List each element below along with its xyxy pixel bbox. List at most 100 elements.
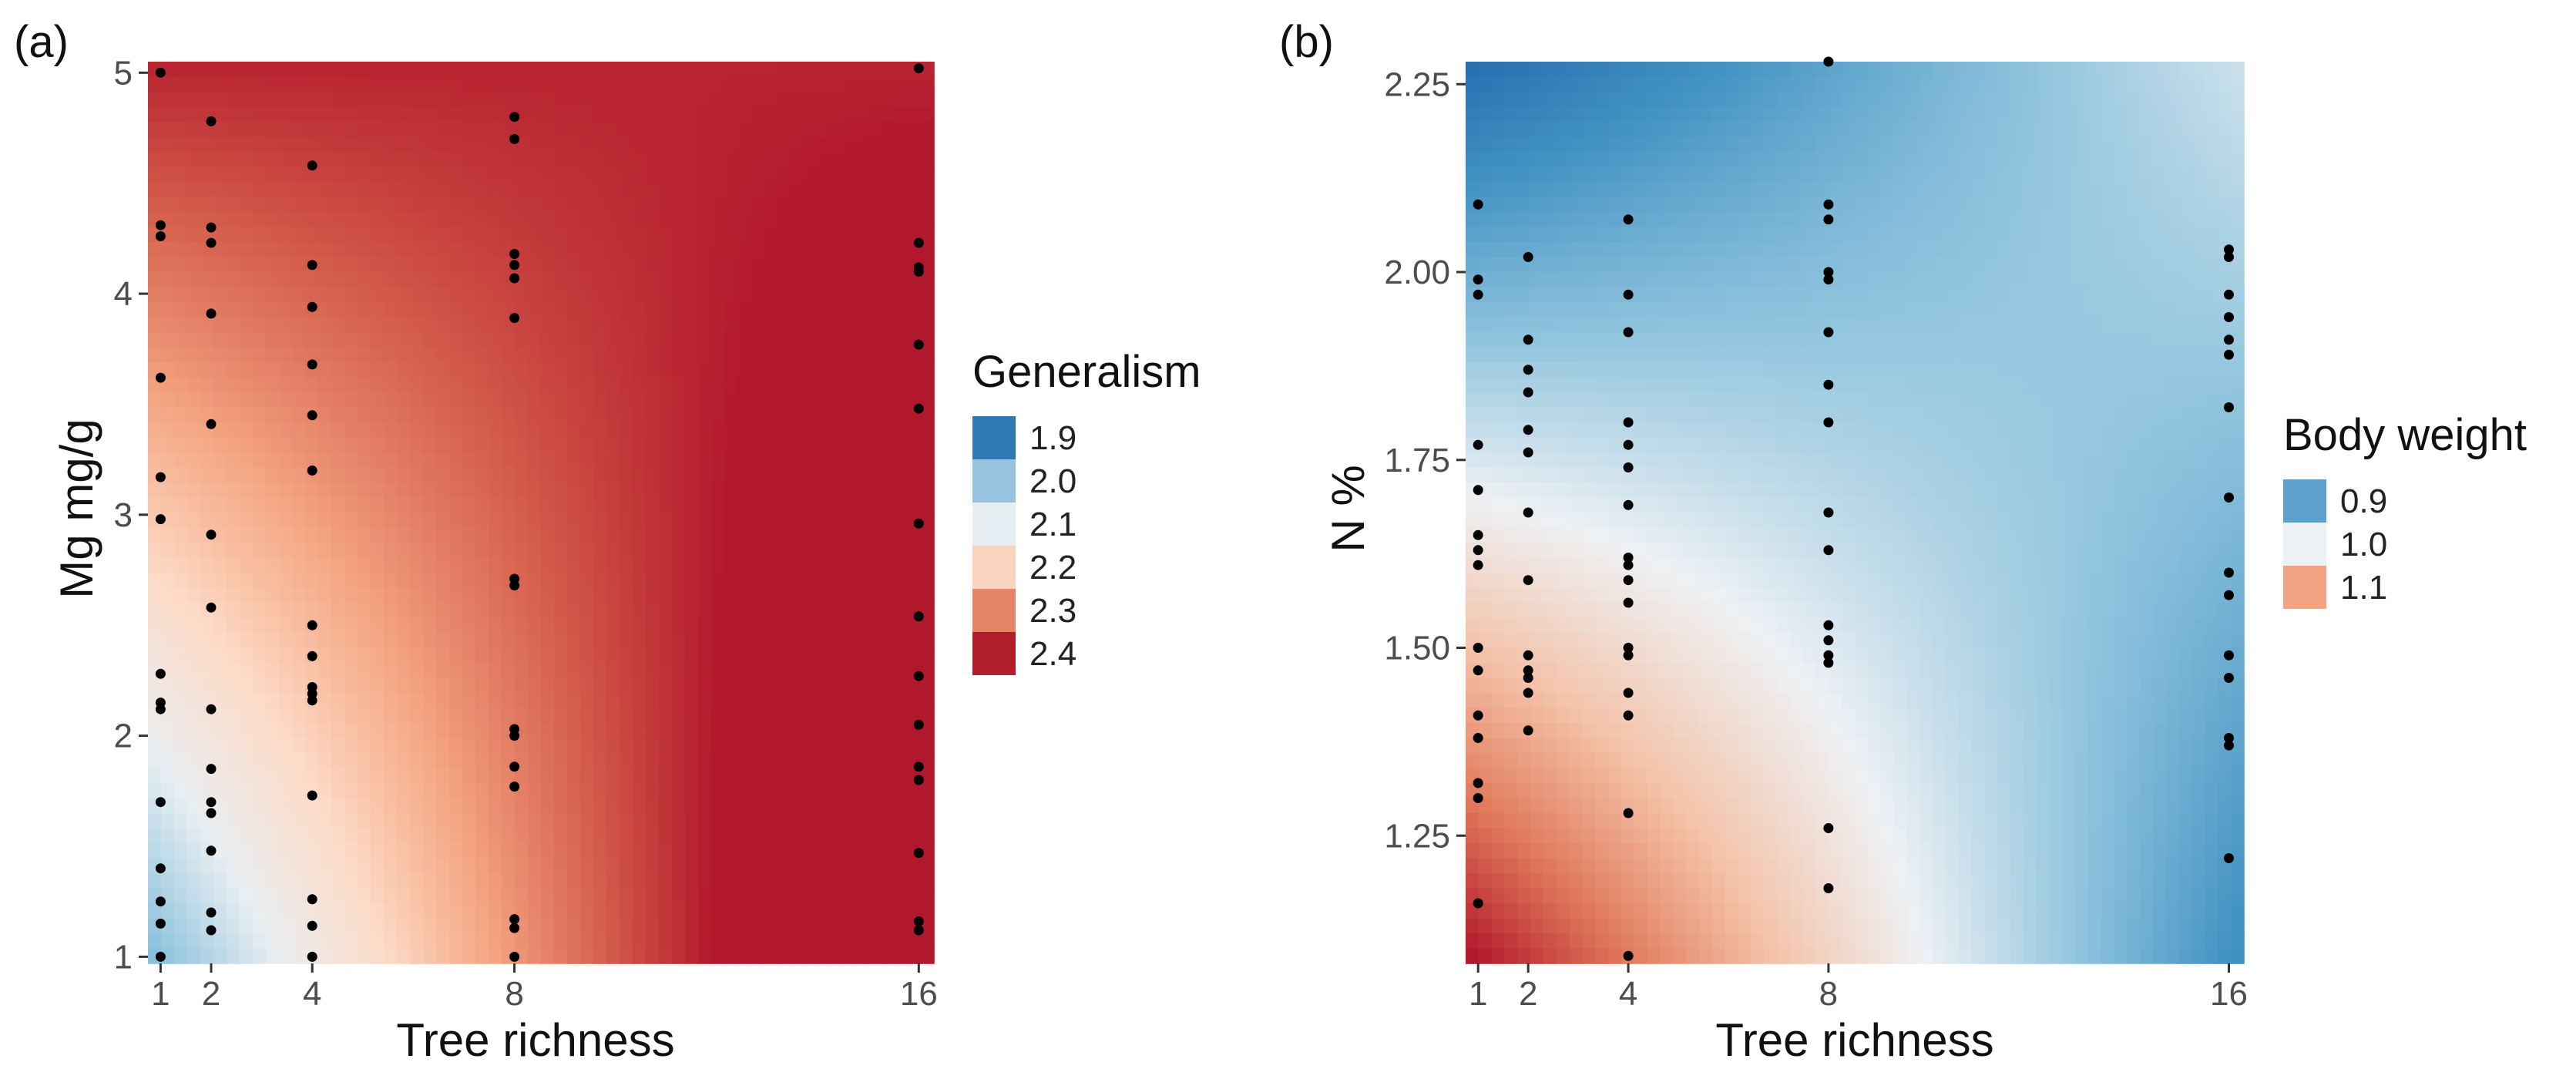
heatmap-cell bbox=[1725, 197, 1739, 213]
heatmap-cell bbox=[1543, 557, 1557, 573]
heatmap-cell bbox=[462, 452, 476, 469]
heatmap-cell bbox=[829, 302, 843, 318]
heatmap-cell bbox=[502, 828, 516, 844]
heatmap-cell bbox=[240, 753, 254, 769]
heatmap-cell bbox=[384, 918, 398, 934]
heatmap-cell bbox=[1582, 647, 1597, 664]
heatmap-cell bbox=[279, 272, 293, 288]
heatmap-cell bbox=[646, 227, 660, 243]
heatmap-cell bbox=[489, 62, 502, 78]
heatmap-cell bbox=[213, 677, 227, 694]
heatmap-cell bbox=[528, 617, 542, 634]
heatmap-cell bbox=[855, 783, 869, 799]
heatmap-cell bbox=[1582, 272, 1597, 288]
heatmap-cell bbox=[515, 122, 529, 138]
heatmap-cell bbox=[593, 166, 607, 183]
heatmap-cell bbox=[803, 873, 817, 889]
heatmap-cell bbox=[593, 437, 607, 453]
panel-a-legend-items: 1.92.02.12.22.32.4 bbox=[972, 416, 1076, 675]
heatmap-cell bbox=[1673, 257, 1687, 273]
heatmap-cell bbox=[620, 813, 633, 829]
heatmap-cell bbox=[737, 422, 751, 439]
heatmap-cell bbox=[1711, 693, 1726, 709]
heatmap-cell bbox=[803, 663, 817, 679]
heatmap-cell bbox=[266, 677, 280, 694]
heatmap-cell bbox=[1673, 708, 1687, 724]
heatmap-cell bbox=[266, 783, 280, 799]
heatmap-cell bbox=[816, 482, 830, 499]
heatmap-cell bbox=[371, 693, 385, 709]
heatmap-cell bbox=[515, 452, 529, 469]
heatmap-cell bbox=[1608, 843, 1622, 859]
heatmap-cell bbox=[331, 843, 345, 859]
heatmap-cell bbox=[292, 677, 306, 694]
heatmap-cell bbox=[1569, 106, 1584, 123]
heatmap-cell bbox=[318, 543, 332, 559]
heatmap-cell bbox=[423, 497, 437, 513]
heatmap-cell bbox=[620, 377, 633, 393]
data-point bbox=[206, 797, 217, 808]
heatmap-cell bbox=[764, 543, 778, 559]
heatmap-cell bbox=[1478, 753, 1493, 769]
heatmap-cell bbox=[724, 212, 738, 228]
heatmap-cell bbox=[790, 693, 804, 709]
heatmap-cell bbox=[829, 197, 843, 213]
heatmap-cell bbox=[1699, 708, 1713, 724]
heatmap-cell bbox=[646, 467, 660, 483]
heatmap-cell bbox=[410, 392, 424, 408]
heatmap-cell bbox=[279, 242, 293, 258]
heatmap-cell bbox=[751, 858, 764, 874]
heatmap-cell bbox=[1647, 933, 1661, 950]
heatmap-cell bbox=[1478, 723, 1493, 739]
heatmap-cell bbox=[541, 738, 555, 754]
heatmap-cell bbox=[554, 513, 568, 529]
data-point bbox=[206, 704, 217, 714]
heatmap-cell bbox=[371, 918, 385, 934]
heatmap-cell bbox=[1725, 422, 1739, 439]
heatmap-cell bbox=[698, 482, 712, 499]
heatmap-cell bbox=[253, 422, 267, 439]
heatmap-cell bbox=[449, 106, 463, 123]
heatmap-cell bbox=[868, 152, 882, 168]
heatmap-cell bbox=[593, 482, 607, 499]
heatmap-cell bbox=[502, 122, 516, 138]
heatmap-cell bbox=[187, 557, 201, 573]
heatmap-cell bbox=[187, 677, 201, 694]
heatmap-cell bbox=[803, 242, 817, 258]
heatmap-cell bbox=[528, 918, 542, 934]
heatmap-cell bbox=[397, 753, 411, 769]
heatmap-cell bbox=[148, 106, 162, 123]
heatmap-cell bbox=[1491, 828, 1506, 844]
heatmap-cell bbox=[698, 392, 712, 408]
heatmap-cell bbox=[384, 813, 398, 829]
heatmap-cell bbox=[423, 813, 437, 829]
heatmap-cell bbox=[344, 227, 358, 243]
heatmap-cell bbox=[423, 723, 437, 739]
heatmap-cell bbox=[777, 347, 791, 363]
heatmap-cell bbox=[541, 152, 555, 168]
heatmap-cell bbox=[200, 573, 214, 589]
heatmap-cell bbox=[868, 557, 882, 573]
heatmap-cell bbox=[253, 573, 267, 589]
heatmap-cell bbox=[1595, 663, 1609, 679]
heatmap-cell bbox=[724, 768, 738, 784]
heatmap-cell bbox=[842, 708, 856, 724]
heatmap-cell bbox=[1466, 587, 1479, 603]
heatmap-cell bbox=[358, 136, 371, 153]
heatmap-cell bbox=[698, 693, 712, 709]
heatmap-cell bbox=[384, 723, 398, 739]
heatmap-cell bbox=[371, 242, 385, 258]
heatmap-cell bbox=[449, 798, 463, 814]
heatmap-cell bbox=[292, 482, 306, 499]
heatmap-cell bbox=[1725, 828, 1739, 844]
heatmap-cell bbox=[567, 617, 581, 634]
heatmap-cell bbox=[829, 377, 843, 393]
heatmap-cell bbox=[1660, 317, 1674, 333]
heatmap-cell bbox=[1699, 62, 1713, 78]
heatmap-cell bbox=[305, 422, 319, 439]
heatmap-cell bbox=[672, 317, 686, 333]
heatmap-cell bbox=[266, 663, 280, 679]
heatmap-cell bbox=[528, 272, 542, 288]
heatmap-cell bbox=[606, 633, 620, 649]
heatmap-cell bbox=[358, 633, 371, 649]
